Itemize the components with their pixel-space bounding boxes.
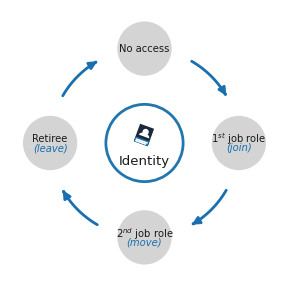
Circle shape	[117, 210, 172, 265]
Circle shape	[23, 116, 77, 170]
Text: (join): (join)	[226, 143, 252, 153]
Circle shape	[117, 21, 172, 76]
Text: $2^{nd}$ job role: $2^{nd}$ job role	[116, 226, 173, 242]
Text: No access: No access	[119, 44, 170, 53]
Polygon shape	[134, 124, 154, 146]
Polygon shape	[142, 129, 149, 135]
Polygon shape	[134, 136, 149, 146]
Polygon shape	[139, 133, 149, 138]
Circle shape	[106, 104, 183, 182]
Circle shape	[212, 116, 266, 170]
Text: (leave): (leave)	[33, 143, 68, 153]
Text: Retiree: Retiree	[32, 134, 68, 144]
Text: $1^{st}$ job role: $1^{st}$ job role	[211, 131, 266, 147]
Text: (move): (move)	[127, 238, 162, 247]
Text: Identity: Identity	[119, 155, 170, 168]
